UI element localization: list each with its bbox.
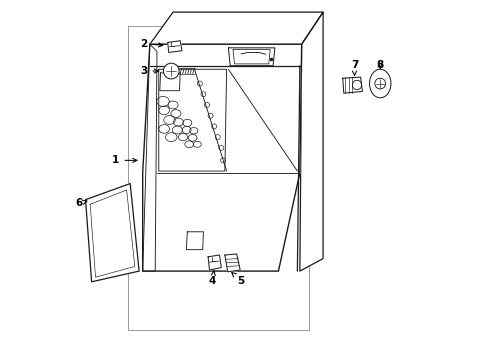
Text: 2: 2 [140, 39, 163, 49]
Polygon shape [85, 184, 139, 282]
Circle shape [163, 63, 179, 79]
Polygon shape [149, 12, 323, 44]
Text: 7: 7 [350, 60, 358, 76]
Text: 5: 5 [231, 273, 244, 286]
Polygon shape [299, 12, 323, 271]
Text: 4: 4 [208, 270, 216, 286]
Text: 1: 1 [112, 156, 137, 165]
Polygon shape [142, 44, 301, 271]
Polygon shape [128, 26, 308, 330]
Polygon shape [167, 41, 182, 53]
Text: 3: 3 [140, 66, 158, 76]
Text: 6: 6 [76, 198, 87, 208]
Polygon shape [342, 77, 362, 93]
Polygon shape [224, 254, 240, 272]
Polygon shape [207, 255, 221, 270]
Text: 8: 8 [376, 60, 383, 70]
Ellipse shape [369, 69, 390, 98]
